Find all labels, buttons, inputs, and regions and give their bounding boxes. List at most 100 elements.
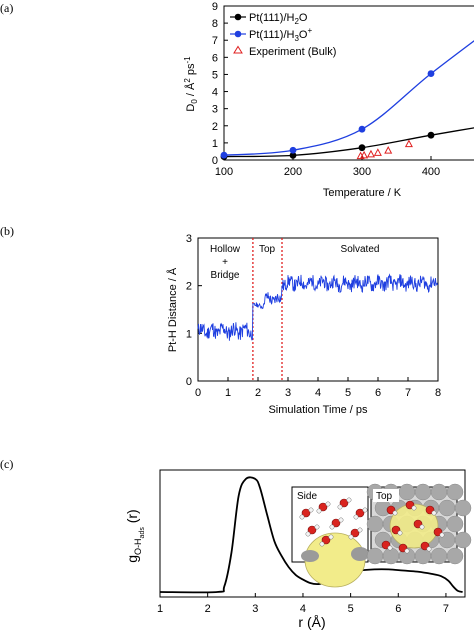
y-tick-label: 2 xyxy=(186,281,192,293)
oxygen-atom xyxy=(331,518,341,528)
hydrogen-atom xyxy=(439,532,445,538)
x-tick-label: 7 xyxy=(443,603,449,615)
inset-top-view: Top xyxy=(366,483,472,565)
experiment-point xyxy=(360,150,369,159)
y-tick-label: 6 xyxy=(212,52,218,64)
panel-b: (b) 0 1 2 3 4 5 6 7 8 0 1 2 3 Hollow + Bridge Top Solvat… xyxy=(0,224,441,416)
hydrogen-atom xyxy=(411,505,417,511)
y-tick-label: 3 xyxy=(186,233,192,245)
oxygen-atom xyxy=(321,535,331,545)
data-point-0 xyxy=(289,151,297,159)
data-point-0 xyxy=(427,131,435,139)
region-label: Bridge xyxy=(211,270,240,281)
y-tick-label: 2 xyxy=(212,121,218,133)
hydrogen-atom xyxy=(338,517,344,523)
pt-atom xyxy=(454,499,472,517)
hydrogen-atom xyxy=(346,497,352,503)
panel-a-xlabel: Temperature / K xyxy=(323,187,402,199)
series-line-1 xyxy=(223,40,474,156)
hydrogen-atom xyxy=(397,530,403,536)
data-point-1 xyxy=(220,151,228,159)
pt-atom xyxy=(446,547,464,565)
x-tick-label: 100 xyxy=(215,166,233,178)
panel-b-boundaries xyxy=(252,238,283,381)
inset-top-label-bg xyxy=(373,489,399,502)
experiment-point xyxy=(366,149,376,158)
panel-b-xlabel: Simulation Time / ps xyxy=(268,404,368,416)
oxygen-atom xyxy=(339,498,349,508)
oxygen-atom xyxy=(350,528,360,538)
x-tick-label: 200 xyxy=(284,166,302,178)
panel-b-letter: (b) xyxy=(0,224,14,238)
x-tick-label: 7 xyxy=(405,387,411,399)
data-point-1 xyxy=(289,146,297,154)
inset-side-pt-atom xyxy=(351,547,369,561)
x-tick-label: 3 xyxy=(285,387,291,399)
hydrogen-atom xyxy=(316,508,322,514)
pt-atom xyxy=(398,483,416,501)
inset-side-view: Side xyxy=(291,486,369,588)
y-tick-label: 0 xyxy=(186,376,192,388)
x-tick-label: 4 xyxy=(300,603,306,615)
panel-c-letter: (c) xyxy=(0,457,13,471)
hydrogen-atom xyxy=(353,514,359,520)
x-tick-label: 400 xyxy=(422,166,440,178)
experiment-point xyxy=(384,146,393,154)
oxygen-atom xyxy=(301,508,311,518)
y-tick-label: 1 xyxy=(212,138,218,150)
pt-atom xyxy=(446,483,464,501)
x-tick-label: 2 xyxy=(255,387,261,399)
hydrogen-atom xyxy=(426,546,432,552)
x-tick-label: 6 xyxy=(395,603,401,615)
panel-a-letter: (a) xyxy=(0,1,13,15)
inset-side-pt-atom xyxy=(301,550,319,562)
legend-h2o-marker xyxy=(234,13,242,21)
region-label: Solvated xyxy=(341,244,380,255)
panel-b-series xyxy=(197,273,438,341)
y-tick-label: 4 xyxy=(212,87,218,99)
hydrogen-atom xyxy=(337,504,343,510)
x-tick-label: 1 xyxy=(157,603,163,615)
inset-side-label: Side xyxy=(297,491,317,502)
panel-b-ylabel: Pt-H Distance / Å xyxy=(166,267,179,352)
legend-exp-text: Experiment (Bulk) xyxy=(249,46,336,58)
inset-side-label-bg xyxy=(294,489,322,502)
oxygen-atom xyxy=(307,525,317,535)
pt-atom xyxy=(430,547,448,565)
x-tick-label: 1 xyxy=(225,387,231,399)
pt-atom xyxy=(430,483,448,501)
hydrogen-atom xyxy=(392,510,398,516)
pt-atom xyxy=(446,515,464,533)
hydrogen-atom xyxy=(419,524,425,530)
panel-c-xlabel: r (Å) xyxy=(298,614,325,630)
legend-h3o-text: Pt(111)/H3O+ xyxy=(249,26,312,43)
hydrogen-atom xyxy=(387,545,393,551)
y-tick-label: 7 xyxy=(212,35,218,47)
hydrogen-atom xyxy=(348,534,354,540)
x-tick-label: 3 xyxy=(252,603,258,615)
panel-a-ticks: 1002003004005000123456789 xyxy=(212,1,440,178)
panel-b-region-labels: Hollow + Bridge Top Solvated xyxy=(210,244,379,281)
data-point-1 xyxy=(427,70,435,77)
inset-top-label: Top xyxy=(376,491,393,502)
y-tick-label: 9 xyxy=(212,1,218,13)
hydrogen-atom xyxy=(328,534,334,540)
hydrogen-atom xyxy=(325,501,331,507)
hydrogen-atom xyxy=(329,524,335,530)
oxygen-atom xyxy=(355,508,365,518)
panel-b-ticks: 0 1 2 3 4 5 6 7 8 0 1 2 3 xyxy=(186,233,441,399)
pt-atom xyxy=(414,483,432,501)
hydrogen-atom xyxy=(299,514,305,520)
series-line-0 xyxy=(223,127,474,158)
hydrogen-atom xyxy=(319,541,325,547)
panel-b-frame xyxy=(197,237,439,382)
experiment-point xyxy=(373,148,382,156)
y-tick-label: 0 xyxy=(212,155,218,167)
x-tick-label: 8 xyxy=(435,387,441,399)
x-tick-label: 5 xyxy=(345,387,351,399)
hydrogen-atom xyxy=(431,510,437,516)
pt-atom xyxy=(366,515,384,533)
y-tick-label: 3 xyxy=(212,104,218,116)
inset-side-molecules xyxy=(299,497,368,547)
